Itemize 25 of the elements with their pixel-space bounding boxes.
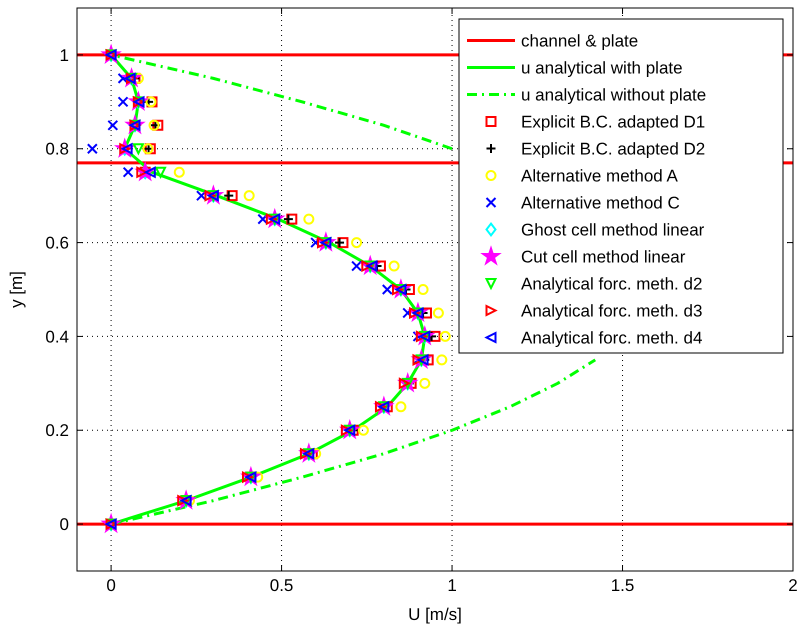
- legend-label: Explicit B.C. adapted D2: [521, 139, 706, 158]
- legend-label: Explicit B.C. adapted D1: [521, 112, 706, 132]
- x-tick-label: 1.5: [610, 576, 634, 595]
- x-tick-label: 1: [447, 576, 457, 595]
- y-tick-label: 0.2: [45, 421, 69, 440]
- y-axis-title: y [m]: [7, 271, 26, 308]
- y-tick-label: 0.8: [45, 140, 69, 159]
- x-tick-label: 0: [106, 576, 116, 595]
- legend-label: Ghost cell method linear: [521, 220, 705, 240]
- legend-label: Alternative method C: [521, 193, 680, 212]
- y-tick-label: 0.4: [45, 327, 69, 346]
- legend-label: u analytical with plate: [521, 58, 683, 78]
- y-tick-label: 0: [60, 515, 69, 534]
- legend-label: Cut cell method linear: [521, 247, 686, 266]
- legend-label: Analytical forc. meth. d3: [521, 301, 702, 320]
- x-tick-label: 2: [788, 576, 798, 595]
- legend-label: Analytical forc. meth. d4: [521, 328, 702, 348]
- y-tick-label: 1: [60, 46, 69, 65]
- y-tick-label: 0.6: [45, 234, 69, 253]
- x-axis-title: U [m/s]: [408, 605, 462, 624]
- x-tick-label: 0.5: [270, 576, 294, 595]
- legend-label: Analytical forc. meth. d2: [521, 274, 702, 294]
- legend-label: channel & plate: [521, 31, 638, 50]
- legend-label: u analytical without plate: [521, 85, 706, 104]
- legend-label: Alternative method A: [521, 166, 679, 186]
